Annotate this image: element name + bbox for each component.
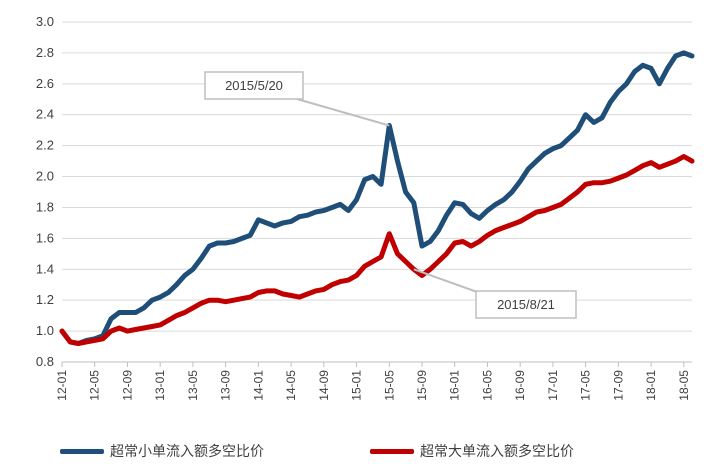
annotation-box [475, 290, 577, 319]
annotation-label: 2015/8/21 [497, 297, 555, 312]
x-tick-label: 14-05 [284, 370, 298, 401]
x-tick-label: 12-01 [55, 370, 69, 401]
legend: 超常小单流入额多空比价 超常大单流入额多空比价 [0, 441, 705, 465]
x-tick-label: 16-09 [513, 370, 527, 401]
annotations: 2015/5/20 2015/8/21 [204, 71, 577, 319]
x-tick-label: 16-05 [480, 370, 494, 401]
x-tick-label: 17-09 [611, 370, 625, 401]
y-tick-label: 2.8 [36, 45, 54, 60]
legend-item-small-order: 超常小单流入额多空比价 [60, 441, 264, 461]
x-tick-label: 18-01 [644, 370, 658, 401]
x-axis: 12-01 12-05 12-09 13-01 13-05 13-09 14-01 14-05… [55, 361, 692, 401]
y-tick-label: 2.0 [36, 169, 54, 184]
x-tick-label: 17-01 [546, 370, 560, 401]
legend-swatch-small-order [60, 448, 104, 454]
x-tick-label: 18-05 [677, 370, 691, 401]
legend-label-large-order: 超常大单流入额多空比价 [420, 444, 574, 460]
annotation-label: 2015/5/20 [225, 78, 283, 93]
series-lines [59, 50, 695, 346]
series-line-1 [59, 154, 695, 346]
x-tick-label: 13-05 [186, 370, 200, 401]
y-tick-label: 0.8 [36, 354, 54, 369]
legend-label-small-order: 超常小单流入额多空比价 [110, 444, 264, 460]
legend-swatch-large-order [370, 448, 414, 454]
x-tick-label: 12-05 [88, 370, 102, 401]
x-tick-label: 12-09 [120, 370, 134, 401]
x-tick-label: 15-09 [415, 370, 429, 401]
series-line-0 [59, 50, 695, 346]
x-tick-label: 14-09 [317, 370, 331, 401]
y-tick-label: 1.0 [36, 323, 54, 338]
x-tick-label: 14-01 [251, 370, 265, 401]
x-tick-label: 16-01 [448, 370, 462, 401]
annotation-leader [296, 98, 390, 127]
y-tick-label: 2.6 [36, 76, 54, 91]
y-tick-label: 1.2 [36, 292, 54, 307]
y-tick-label: 1.8 [36, 199, 54, 214]
annotation-leader [413, 268, 481, 294]
gridlines [62, 21, 692, 332]
y-tick-label: 1.4 [36, 261, 54, 276]
x-tick-label: 13-01 [153, 370, 167, 401]
y-tick-label: 2.2 [36, 138, 54, 153]
y-tick-label: 1.6 [36, 230, 54, 245]
annotation-box [204, 71, 304, 100]
x-tick-label: 15-01 [350, 370, 364, 401]
x-tick-label: 13-09 [219, 370, 233, 401]
legend-item-large-order: 超常大单流入额多空比价 [370, 441, 574, 461]
y-tick-label: 3.0 [36, 14, 54, 29]
y-axis-ticks: 3.0 2.8 2.6 2.4 2.2 2.0 1.8 1.6 1.4 1.2 1.0 0.8 [36, 14, 54, 369]
y-tick-label: 2.4 [36, 107, 54, 122]
x-tick-label: 17-05 [579, 370, 593, 401]
x-tick-label: 15-05 [382, 370, 396, 401]
